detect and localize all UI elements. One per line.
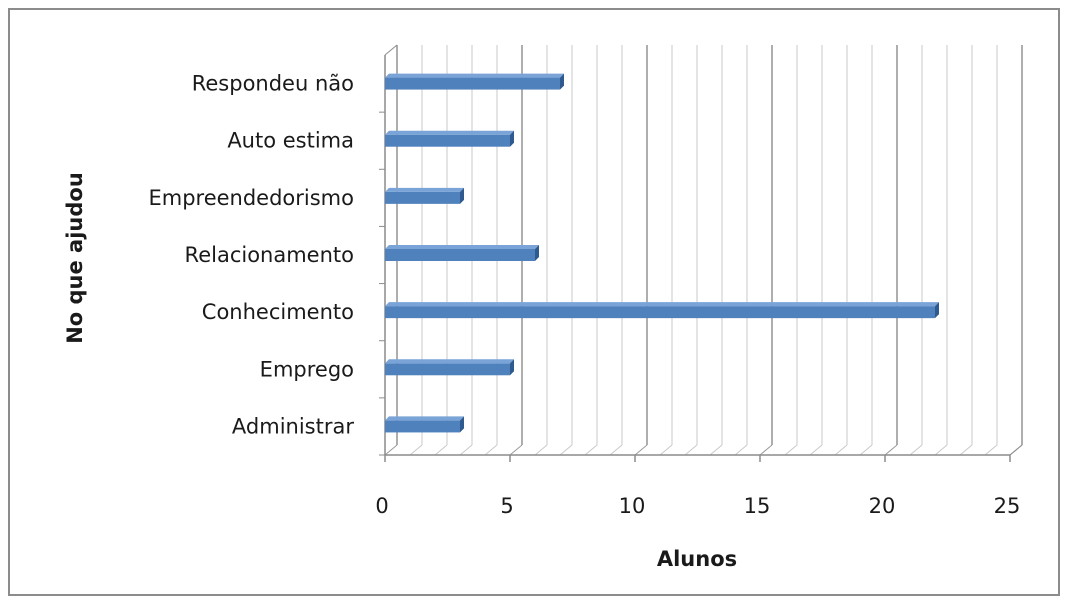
x-tick-label: 10	[619, 494, 646, 518]
category-label: Respondeu não	[192, 72, 354, 96]
bar-side	[560, 73, 564, 90]
floor-gridline	[909, 444, 923, 456]
bar-side	[935, 302, 939, 319]
floor-gridline	[734, 444, 748, 456]
floor-gridline	[684, 444, 698, 456]
bar-top	[385, 130, 514, 135]
y-axis-title: No que ajudou	[63, 172, 87, 344]
floor-right-edge	[1009, 444, 1023, 456]
floor-gridline	[659, 444, 673, 456]
category-label: Emprego	[260, 357, 354, 381]
floor-gridline	[509, 444, 523, 456]
bar-side	[460, 187, 464, 204]
floor-gridline	[384, 444, 398, 456]
bar-side	[535, 245, 539, 261]
floor-gridline	[834, 444, 848, 456]
floor-gridline	[959, 444, 973, 456]
bar-top	[385, 187, 464, 192]
floor-gridline	[984, 444, 998, 456]
floor-gridline	[934, 444, 948, 456]
chart-frame	[8, 8, 1060, 596]
x-tick-label: 5	[500, 494, 513, 518]
x-tick-label: 0	[375, 494, 388, 518]
bar-top	[385, 73, 564, 78]
bar-top	[385, 359, 514, 364]
bar-top	[385, 302, 939, 307]
floor-gridline	[459, 444, 473, 456]
category-label: Administrar	[232, 414, 354, 438]
floor-gridline	[559, 444, 573, 456]
floor-gridline	[709, 444, 723, 456]
x-tick-label: 15	[744, 494, 771, 518]
x-tick-label: 25	[994, 494, 1021, 518]
x-axis-title: Alunos	[657, 547, 737, 571]
bar-side	[510, 359, 514, 376]
bar-layer	[385, 73, 939, 433]
x-tick-label: 20	[869, 494, 896, 518]
bar-side	[510, 130, 514, 147]
floor-gridline	[584, 444, 598, 456]
bar-top	[385, 416, 464, 421]
bar	[385, 191, 460, 204]
floor-gridline	[859, 444, 873, 456]
bar	[385, 77, 560, 90]
bar	[385, 363, 510, 376]
bar	[385, 249, 535, 261]
bar-top	[385, 245, 539, 249]
category-label: Auto estima	[227, 129, 354, 153]
wall-top-edge	[384, 44, 398, 56]
floor-gridline	[784, 444, 798, 456]
floor-gridline	[809, 444, 823, 456]
floor-gridline	[759, 444, 773, 456]
floor-gridline	[434, 444, 448, 456]
floor-gridline	[409, 444, 423, 456]
category-label: Empreendedorismo	[148, 186, 354, 210]
grid-layer	[384, 45, 1023, 456]
category-label: Conhecimento	[202, 300, 354, 324]
bar	[385, 134, 510, 147]
floor-gridline	[884, 444, 898, 456]
floor-gridline	[609, 444, 623, 456]
floor-gridline	[634, 444, 648, 456]
category-label: Relacionamento	[185, 243, 354, 267]
floor-gridline	[484, 444, 498, 456]
bar-side	[460, 416, 464, 433]
bar	[385, 420, 460, 433]
label-layer: 0 5 10 15 20 25 Administrar Emprego Conhecimento…	[148, 72, 1020, 518]
bar	[385, 306, 935, 319]
floor-gridline	[534, 444, 548, 456]
